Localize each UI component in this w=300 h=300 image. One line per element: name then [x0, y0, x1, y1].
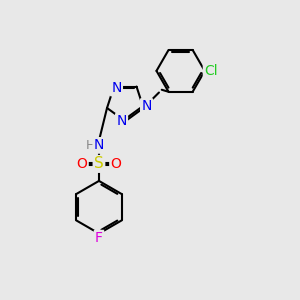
Text: N: N — [116, 114, 127, 128]
Text: N: N — [94, 138, 104, 152]
Text: F: F — [95, 231, 103, 245]
Text: S: S — [94, 156, 104, 171]
Text: O: O — [110, 157, 122, 171]
Text: O: O — [76, 157, 87, 171]
Text: Cl: Cl — [204, 64, 218, 78]
Text: N: N — [141, 99, 152, 113]
Text: H: H — [85, 139, 95, 152]
Text: N: N — [111, 81, 122, 95]
